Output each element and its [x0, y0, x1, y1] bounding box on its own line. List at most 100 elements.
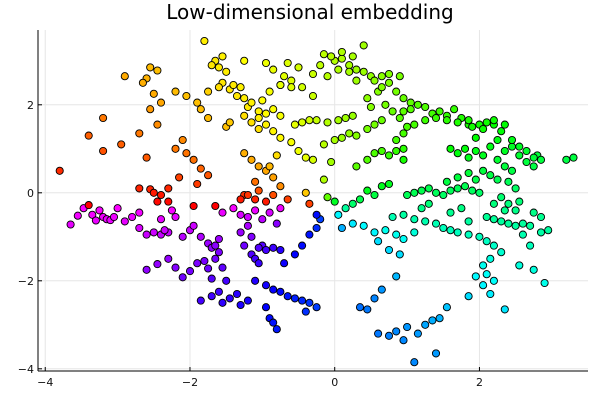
- scatter-point: [128, 212, 137, 222]
- scatter-point: [352, 76, 361, 85]
- scatter-point: [489, 199, 498, 208]
- scatter-point: [254, 259, 263, 268]
- scatter-point: [486, 142, 495, 151]
- scatter-point: [486, 254, 495, 263]
- scatter-point: [193, 259, 202, 268]
- scatter-point: [431, 219, 441, 228]
- scatter-point: [334, 65, 343, 74]
- scatter-point: [453, 184, 462, 193]
- scatter-point: [276, 133, 285, 142]
- scatter-point: [153, 66, 162, 75]
- scatter-point: [381, 226, 390, 235]
- scatter-point: [399, 234, 408, 244]
- scatter-point: [507, 142, 517, 151]
- scatter-point: [269, 173, 278, 182]
- scatter-point: [261, 109, 271, 118]
- scatter-point: [164, 254, 173, 263]
- scatter-point: [406, 105, 415, 114]
- scatter-point: [261, 58, 271, 68]
- scatter-point: [395, 72, 404, 81]
- scatter-point: [384, 179, 394, 189]
- scatter-point: [341, 204, 350, 213]
- scatter-point: [243, 296, 252, 305]
- scatter-point: [363, 155, 372, 164]
- scatter-point: [178, 232, 187, 241]
- scatter-point: [298, 118, 307, 127]
- scatter-point: [399, 94, 408, 103]
- scatter-point: [431, 349, 441, 358]
- scatter-point: [182, 91, 191, 101]
- scatter-point: [298, 83, 307, 92]
- scatter-point: [464, 217, 473, 226]
- scatter-point: [504, 219, 513, 228]
- scatter-point: [493, 175, 502, 184]
- scatter-point: [377, 146, 386, 156]
- scatter-point: [258, 96, 267, 105]
- scatter-point: [413, 329, 422, 338]
- scatter-point: [515, 151, 524, 160]
- scatter-point: [160, 226, 169, 235]
- scatter-point: [345, 67, 354, 76]
- scatter-point: [261, 245, 271, 255]
- scatter-point: [446, 144, 455, 153]
- scatter-point: [84, 201, 93, 210]
- scatter-point: [395, 250, 404, 259]
- scatter-point: [218, 263, 227, 272]
- scatter-point: [518, 219, 527, 228]
- scatter-point: [283, 292, 292, 301]
- scatter-point: [352, 65, 361, 74]
- scatter-point: [359, 67, 368, 76]
- scatter-point: [370, 149, 379, 158]
- scatter-point: [345, 129, 354, 138]
- scatter-point: [214, 248, 223, 257]
- scatter-point: [500, 305, 509, 314]
- scatter-point: [189, 221, 198, 230]
- scatter-point: [388, 212, 397, 222]
- scatter-point: [236, 83, 245, 92]
- scatter-point: [366, 102, 375, 112]
- scatter-point: [178, 273, 187, 282]
- scatter-point: [211, 201, 220, 211]
- scatter-point: [442, 116, 451, 125]
- scatter-point: [269, 105, 278, 114]
- scatter-point: [240, 56, 249, 65]
- scatter-point: [337, 54, 346, 63]
- scatter-point: [214, 83, 223, 92]
- scatter-point: [460, 144, 470, 153]
- scatter-point: [439, 223, 448, 233]
- scatter-point: [247, 232, 256, 241]
- scatter-point: [265, 208, 274, 217]
- scatter-point: [345, 61, 354, 70]
- scatter-point: [272, 219, 281, 228]
- scatter-point: [276, 245, 285, 255]
- scatter-point: [222, 276, 231, 285]
- scatter-point: [540, 278, 549, 288]
- scatter-point: [312, 210, 321, 219]
- scatter-point: [269, 318, 278, 327]
- scatter-point: [319, 140, 328, 149]
- scatter-point: [377, 83, 386, 92]
- scatter-point: [410, 120, 419, 129]
- scatter-point: [450, 105, 459, 114]
- scatter-point: [374, 237, 383, 246]
- scatter-point: [479, 151, 488, 160]
- scatter-point: [287, 138, 296, 147]
- scatter-point: [225, 294, 234, 303]
- scatter-point: [225, 118, 234, 127]
- scatter-point: [348, 219, 357, 228]
- scatter-point: [355, 303, 365, 312]
- scatter-point: [526, 221, 535, 230]
- scatter-point: [171, 144, 180, 153]
- scatter-point: [261, 303, 271, 312]
- scatter-point: [417, 204, 426, 213]
- scatter-point: [305, 298, 314, 307]
- scatter-point: [236, 300, 245, 310]
- scatter-point: [403, 190, 412, 200]
- scatter-point: [240, 94, 249, 103]
- scatter-point: [95, 206, 104, 215]
- scatter-point: [251, 195, 260, 204]
- scatter-point: [308, 69, 318, 79]
- x-tick-label: 0: [331, 376, 338, 389]
- scatter-point: [88, 210, 97, 219]
